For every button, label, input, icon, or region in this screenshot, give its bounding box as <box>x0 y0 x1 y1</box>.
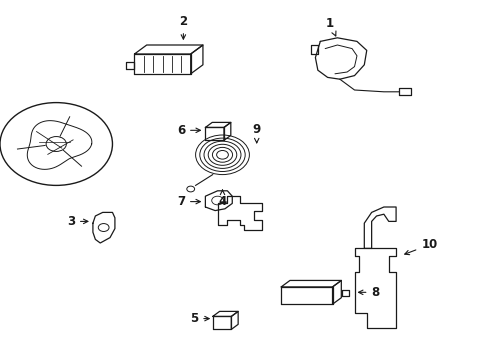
Text: 10: 10 <box>404 238 437 255</box>
Text: 5: 5 <box>190 312 209 325</box>
Text: 4: 4 <box>218 189 226 208</box>
Text: 2: 2 <box>179 15 187 39</box>
Text: 7: 7 <box>177 195 200 208</box>
Text: 8: 8 <box>358 286 379 299</box>
Text: 1: 1 <box>325 17 335 36</box>
Text: 3: 3 <box>67 215 88 228</box>
Text: 6: 6 <box>177 124 200 137</box>
Text: 9: 9 <box>252 123 260 143</box>
